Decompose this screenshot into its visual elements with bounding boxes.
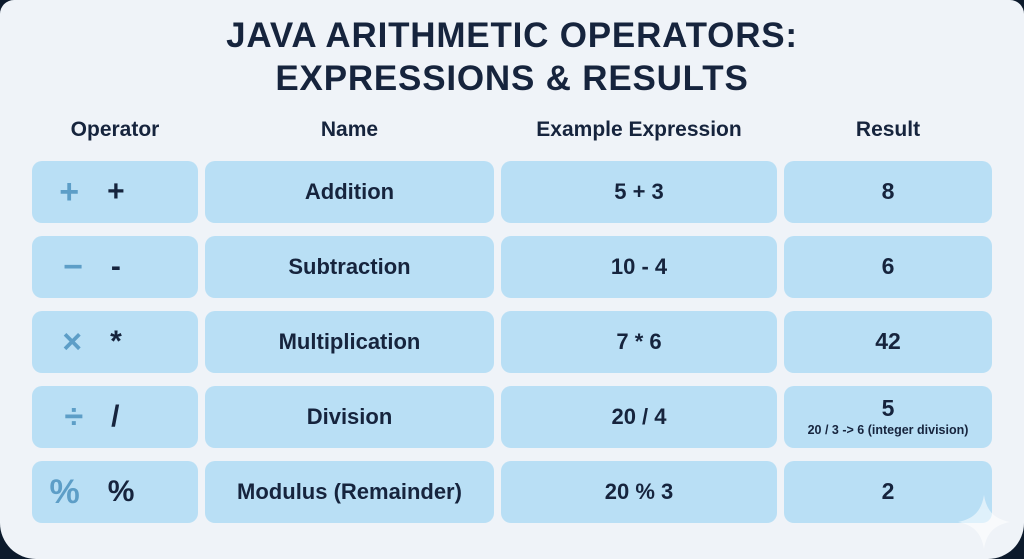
expression-cell-multiplication: 7 * 6 <box>501 311 777 373</box>
expression-cell-division: 20 / 4 <box>501 386 777 448</box>
operator-symbol-modulus: % <box>107 475 135 508</box>
result-cell-division: 5 20 / 3 -> 6 (integer division) <box>784 386 992 448</box>
operator-symbol-division: / <box>111 400 120 433</box>
operators-table: Operator Name Example Expression Result … <box>32 112 992 523</box>
column-header-name: Name <box>320 118 379 141</box>
result-value-modulus: 2 <box>881 478 895 505</box>
multiply-icon: × <box>62 323 83 361</box>
operator-cell-modulus: % % <box>32 461 198 523</box>
result-cell-addition: 8 <box>784 161 992 223</box>
result-value-division: 5 <box>881 395 895 422</box>
operator-symbol-subtraction: - <box>110 250 121 283</box>
result-note-division: 20 / 3 -> 6 (integer division) <box>807 422 969 437</box>
name-cell-modulus: Modulus (Remainder) <box>205 461 494 523</box>
column-header-operator: Operator <box>70 118 160 141</box>
divide-icon: ÷ <box>64 398 84 436</box>
name-cell-addition: Addition <box>205 161 494 223</box>
result-cell-subtraction: 6 <box>784 236 992 298</box>
name-cell-subtraction: Subtraction <box>205 236 494 298</box>
result-value-subtraction: 6 <box>881 253 895 280</box>
result-value-multiplication: 42 <box>875 328 901 355</box>
plus-icon: + <box>59 173 80 211</box>
percent-icon: % <box>49 473 80 511</box>
operator-cell-addition: + + <box>32 161 198 223</box>
operator-cell-division: ÷ / <box>32 386 198 448</box>
minus-icon: − <box>63 248 83 286</box>
page-title-line1: JAVA ARITHMETIC OPERATORS: <box>226 16 798 55</box>
operator-symbol-multiplication: * <box>110 325 122 358</box>
operator-cell-subtraction: − - <box>32 236 198 298</box>
operator-cell-multiplication: × * <box>32 311 198 373</box>
page-title-line2: EXPRESSIONS & RESULTS <box>275 59 749 98</box>
expression-cell-addition: 5 + 3 <box>501 161 777 223</box>
result-value-addition: 8 <box>881 178 895 205</box>
result-cell-modulus: 2 <box>784 461 992 523</box>
result-cell-multiplication: 42 <box>784 311 992 373</box>
page-title: JAVA ARITHMETIC OPERATORS: EXPRESSIONS &… <box>0 14 1024 100</box>
name-cell-multiplication: Multiplication <box>205 311 494 373</box>
name-cell-division: Division <box>205 386 494 448</box>
operator-symbol-addition: + <box>107 175 125 208</box>
expression-cell-subtraction: 10 - 4 <box>501 236 777 298</box>
sparkle-watermark-icon <box>958 495 1010 549</box>
column-header-result: Result <box>855 118 921 141</box>
column-header-expression: Example Expression <box>536 118 742 141</box>
expression-cell-modulus: 20 % 3 <box>501 461 777 523</box>
